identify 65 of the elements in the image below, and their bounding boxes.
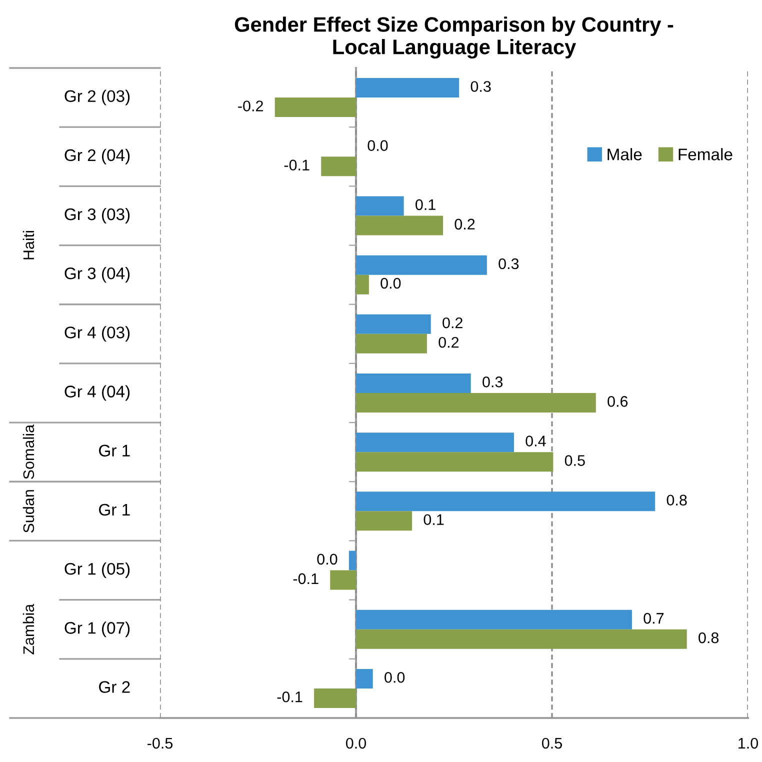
bar [274, 98, 356, 118]
x-tick-label: -0.5 [148, 738, 173, 749]
bar [356, 668, 373, 688]
data-label: -0.1 [293, 573, 318, 584]
bar [356, 492, 656, 512]
bar [356, 374, 471, 393]
x-tick-label: 1.0 [738, 738, 758, 749]
y-tick-label: Gr 3 (03) [64, 208, 130, 224]
data-label: 0.0 [380, 278, 401, 289]
data-label: -0.1 [284, 160, 310, 170]
text: Sudan [22, 490, 34, 533]
text: Haiti [22, 231, 34, 260]
data-label: 0.3 [470, 81, 491, 92]
data-label: 0.7 [644, 612, 664, 624]
bar [356, 314, 431, 334]
data-label: -0.2 [238, 100, 263, 112]
bar [356, 393, 596, 412]
bar [314, 688, 356, 708]
data-label: 0.5 [564, 455, 585, 466]
data-label: 0.0 [317, 554, 338, 565]
y-tick-label: Gr 1 (07) [64, 622, 130, 638]
bar [356, 216, 444, 236]
y-tick-label: Gr 1 [99, 504, 130, 516]
y-tick-label: Gr 2 (03) [64, 90, 130, 106]
chart-title: Gender Effect Size Comparison by Country - Local Language Literacy [234, 16, 674, 59]
data-label: 0.1 [424, 514, 444, 526]
data-label: 0.2 [442, 317, 462, 328]
bar [356, 334, 427, 354]
bar [321, 156, 356, 176]
legend-label: Male [608, 148, 642, 160]
data-label: 0.1 [416, 199, 436, 210]
y-tick-label: Gr 1 (05) [64, 562, 130, 578]
x-tick-label: 0.5 [542, 738, 562, 749]
data-label: 0.0 [384, 672, 405, 683]
text: Somalia [22, 424, 34, 479]
text: Zambia [22, 604, 34, 654]
data-label: 0.8 [666, 494, 687, 506]
bar [356, 629, 687, 649]
data-label: -0.1 [277, 691, 302, 702]
bar [356, 452, 554, 472]
legend-label: Female [678, 148, 732, 160]
data-label: 0.8 [698, 632, 719, 644]
data-label: 0.3 [498, 258, 519, 270]
data-label: 0.2 [454, 218, 475, 230]
data-label: 0.0 [368, 140, 388, 151]
x-tick-label: 0.0 [346, 738, 366, 749]
bar [356, 274, 369, 294]
data-label: 0.2 [438, 336, 459, 348]
y-tick-label: Gr 2 [99, 681, 130, 693]
y-tick-label: Gr 1 [99, 444, 130, 457]
y-tick-label: Gr 2 (04) [64, 148, 130, 164]
bar [330, 570, 356, 590]
bar [356, 432, 514, 452]
bar [348, 550, 356, 570]
y-tick-label: Gr 4 (03) [64, 326, 130, 342]
bar [356, 610, 632, 630]
bar [356, 511, 412, 531]
data-label: 0.3 [482, 376, 503, 388]
data-label: 0.4 [526, 436, 546, 446]
bar [356, 196, 404, 216]
y-tick-label: Gr 3 (04) [64, 267, 130, 283]
bar [356, 255, 487, 275]
bar [356, 78, 460, 98]
y-tick-label: Gr 4 (04) [64, 385, 130, 401]
data-label: 0.6 [608, 396, 628, 407]
